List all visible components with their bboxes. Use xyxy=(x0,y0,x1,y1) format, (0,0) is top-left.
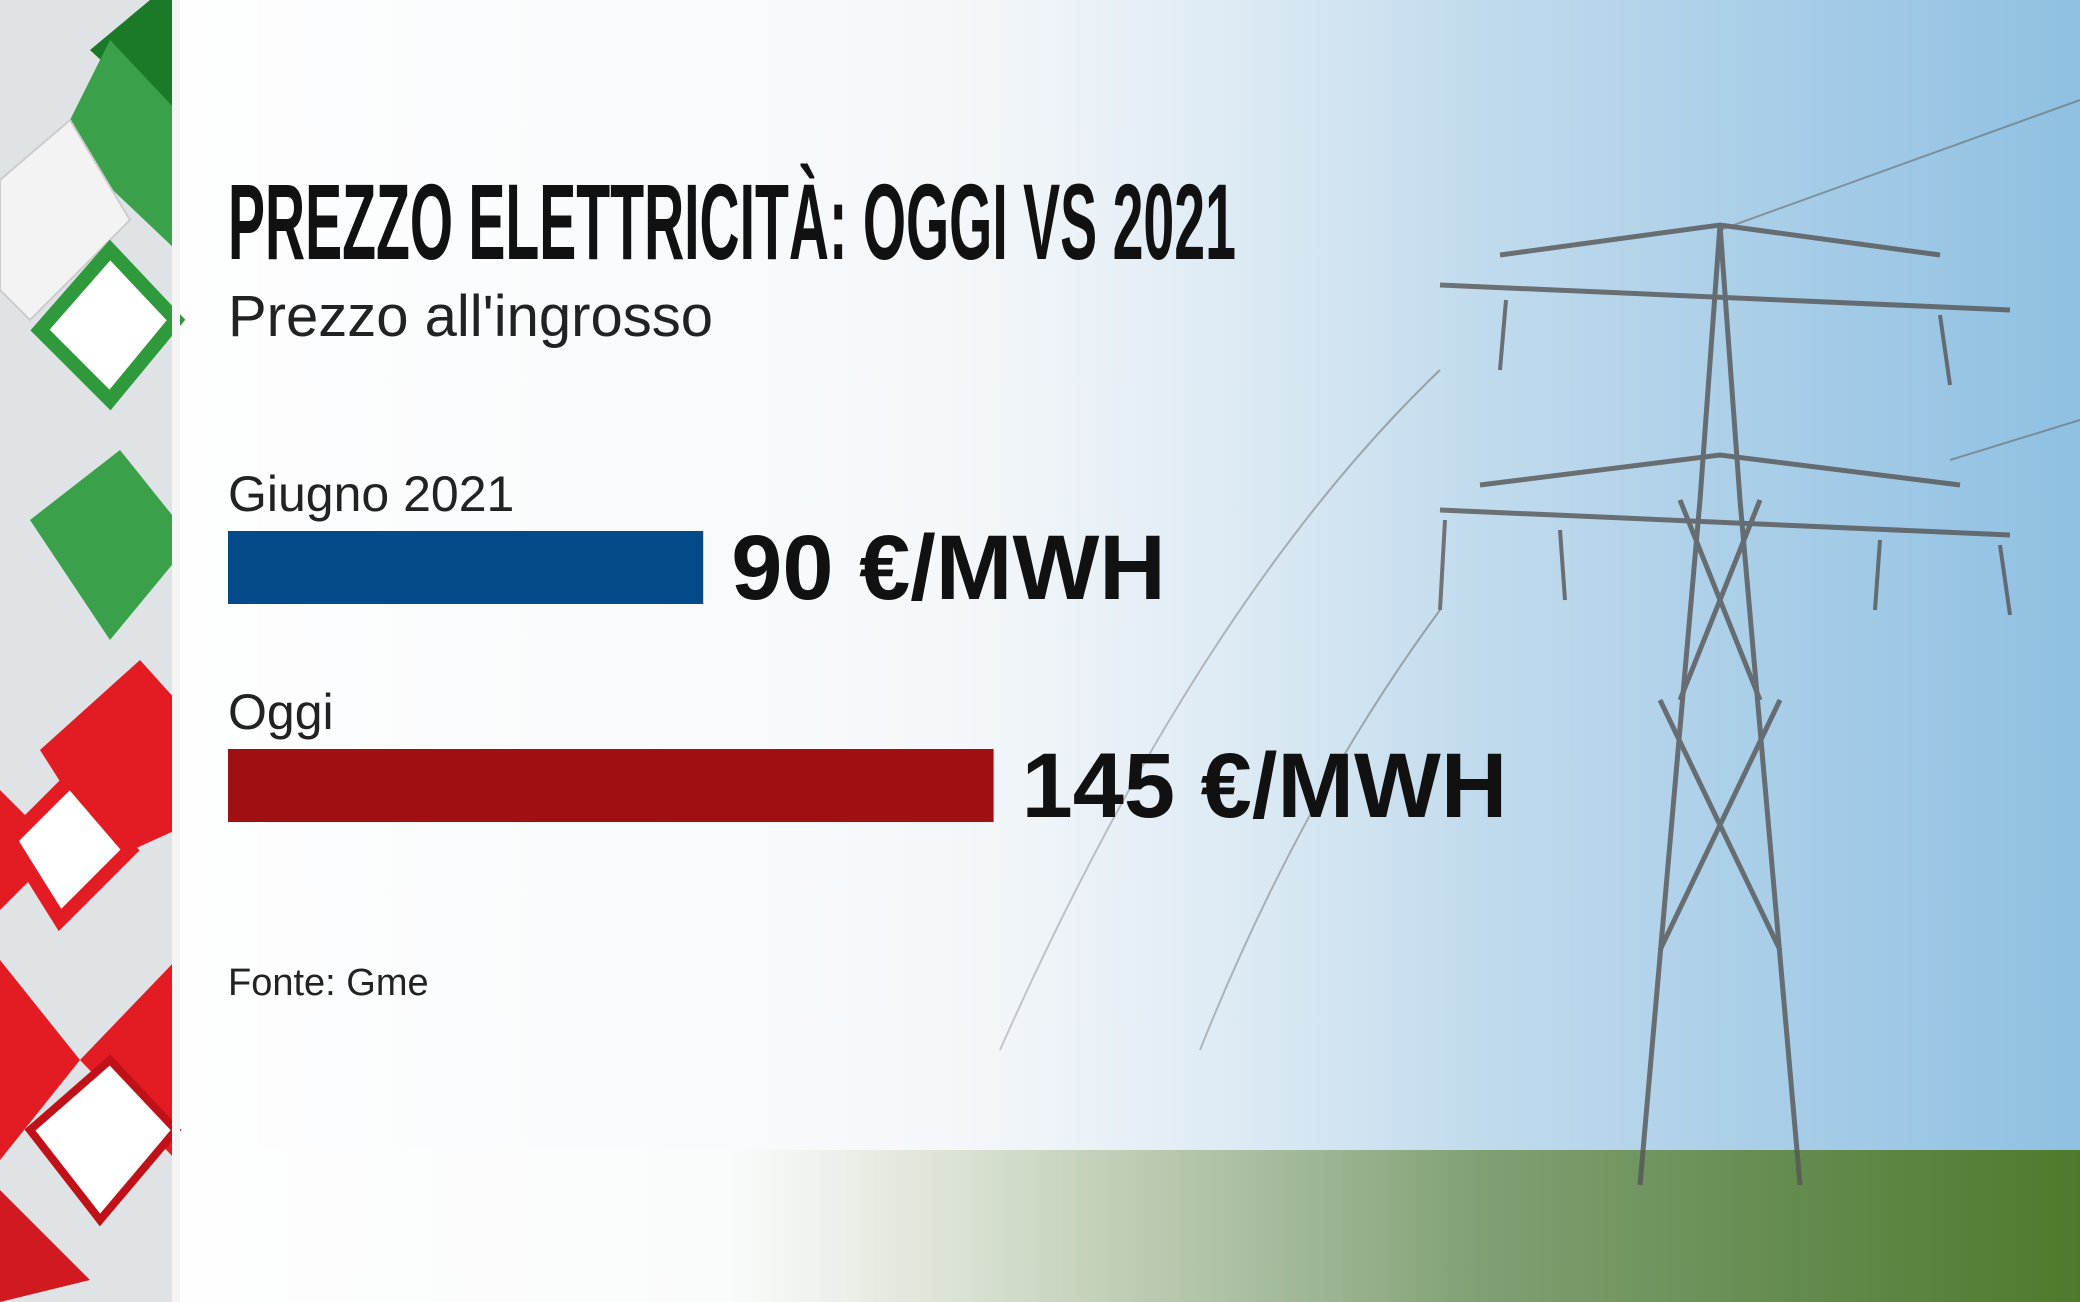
value-label: 145 €/MWH xyxy=(1022,735,1508,837)
text-backdrop xyxy=(176,0,1476,1302)
side-decoration xyxy=(0,0,186,1302)
category-label: Giugno 2021 xyxy=(228,466,514,522)
source-note: Fonte: Gme xyxy=(228,962,429,1004)
bar xyxy=(228,531,704,604)
value-label: 90 €/MWH xyxy=(731,517,1166,619)
chart-title: PREZZO ELETTRICITÀ: OGGI VS 2021 xyxy=(228,161,1236,282)
chart-subtitle: Prezzo all'ingrosso xyxy=(228,284,713,349)
bars: Giugno 2021 90 €/MWH Oggi 145 €/MWH xyxy=(228,466,1507,837)
category-label: Oggi xyxy=(228,684,334,740)
bar xyxy=(228,749,994,822)
